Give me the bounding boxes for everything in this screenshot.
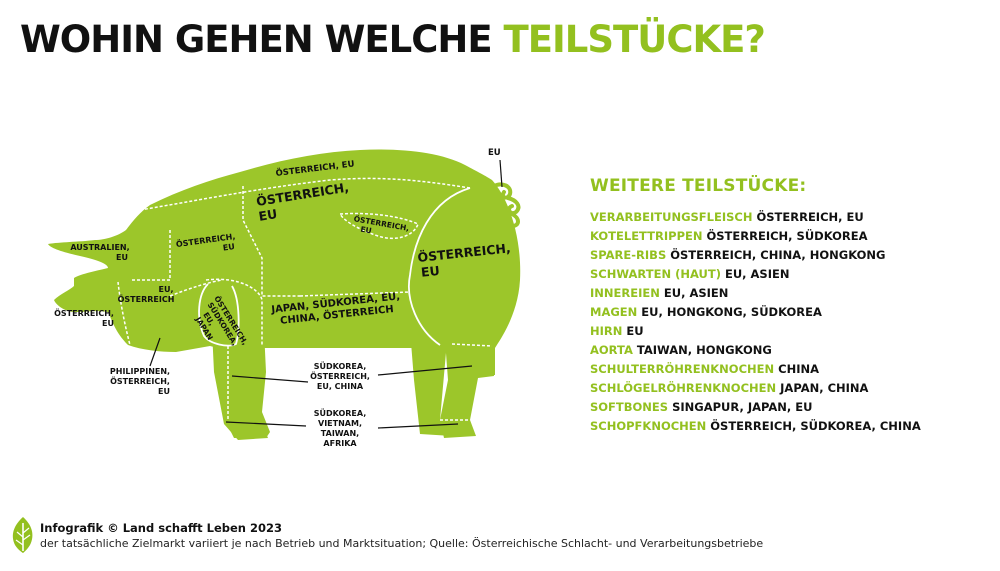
legend-item: SOFTBONES SINGAPUR, JAPAN, EU: [590, 398, 990, 417]
legend-item: KOTELETTRIPPEN ÖSTERREICH, SÜDKOREA: [590, 227, 990, 246]
legend-part: SCHWARTEN (HAUT): [590, 267, 721, 281]
legend-destination: EU, ASIEN: [663, 286, 729, 300]
legend-title: WEITERE TEILSTÜCKE:: [590, 176, 807, 196]
legend-part: MAGEN: [590, 305, 638, 319]
legend-item: SPARE-RIBS ÖSTERREICH, CHINA, HONGKONG: [590, 246, 990, 265]
label-schwanz: EU: [488, 148, 501, 158]
legend-destination: EU: [626, 324, 644, 338]
legend-item: MAGEN EU, HONGKONG, SÜDKOREA: [590, 303, 990, 322]
legend-part: SCHOPFKNOCHEN: [590, 419, 707, 433]
cut-lines-solid: [198, 187, 471, 347]
legend-part: INNEREIEN: [590, 286, 660, 300]
legend-part: SCHLÖGELRÖHRENKNOCHEN: [590, 381, 777, 395]
legend-destination: TAIWAN, HONGKONG: [636, 343, 772, 357]
label-stelze: SÜDKOREA, ÖSTERREICH, EU, CHINA: [310, 361, 370, 391]
legend-destination: SINGAPUR, JAPAN, EU: [672, 400, 813, 414]
legend-list: VERARBEITUNGSFLEISCH ÖSTERREICH, EU KOTE…: [590, 208, 990, 436]
title-main: WOHIN GEHEN WELCHE: [20, 18, 493, 61]
legend-part: SOFTBONES: [590, 400, 669, 414]
label-backe: EU, ÖSTERREICH: [118, 285, 175, 304]
label-kopf: ÖSTERREICH, EU: [54, 308, 114, 328]
legend-item: SCHULTERRÖHRENKNOCHEN CHINA: [590, 360, 990, 379]
legend-destination: ÖSTERREICH, EU: [756, 210, 864, 224]
title-accent: TEILSTÜCKE?: [503, 18, 766, 61]
legend-item: SCHWARTEN (HAUT) EU, ASIEN: [590, 265, 990, 284]
legend-item: HIRN EU: [590, 322, 990, 341]
legend-item: SCHLÖGELRÖHRENKNOCHEN JAPAN, CHINA: [590, 379, 990, 398]
label-ohr: AUSTRALIEN, EU: [70, 243, 129, 262]
legend-part: VERARBEITUNGSFLEISCH: [590, 210, 753, 224]
legend-item: INNEREIEN EU, ASIEN: [590, 284, 990, 303]
legend-destination: EU, HONGKONG, SÜDKOREA: [641, 305, 822, 319]
leader-lines: [149, 159, 503, 429]
legend-part: KOTELETTRIPPEN: [590, 229, 703, 243]
footer-note: der tatsächliche Zielmarkt variiert je n…: [40, 537, 764, 550]
pig-cuts-diagram: ÖSTERREICH, EU ÖSTERREICH,EU ÖSTERREICH,…: [48, 148, 521, 448]
legend-destination: ÖSTERREICH, CHINA, HONGKONG: [670, 248, 886, 262]
legend-part: HIRN: [590, 324, 623, 338]
legend-part: SPARE-RIBS: [590, 248, 667, 262]
legend-panel: WEITERE TEILSTÜCKE: VERARBEITUNGSFLEISCH…: [590, 176, 990, 436]
legend-destination: ÖSTERREICH, SÜDKOREA: [706, 229, 868, 243]
pig-leg-hind-near: [440, 340, 494, 438]
label-fuesse: SÜDKOREA, VIETNAM, TAIWAN, AFRIKA: [314, 408, 367, 448]
pig-tail: [492, 182, 521, 228]
legend-destination: JAPAN, CHINA: [780, 381, 869, 395]
page-title: WOHIN GEHEN WELCHE TEILSTÜCKE?: [20, 18, 766, 61]
cut-lines: [117, 177, 493, 421]
legend-destination: CHINA: [778, 362, 820, 376]
legend-part: AORTA: [590, 343, 633, 357]
legend-destination: ÖSTERREICH, SÜDKOREA, CHINA: [710, 419, 921, 433]
legend-item: SCHOPFKNOCHEN ÖSTERREICH, SÜDKOREA, CHIN…: [590, 417, 990, 436]
label-hals: PHILIPPINEN, ÖSTERREICH, EU: [110, 367, 170, 396]
legend-part: SCHULTERRÖHRENKNOCHEN: [590, 362, 775, 376]
leaf-logo-icon: [12, 517, 33, 553]
legend-destination: EU, ASIEN: [724, 267, 790, 281]
footer-credit: Infografik © Land schafft Leben 2023: [40, 521, 283, 535]
legend-item: AORTA TAIWAN, HONGKONG: [590, 341, 990, 360]
footer: Infografik © Land schafft Leben 2023 der…: [10, 515, 763, 559]
pig-leg-front-near: [228, 330, 270, 438]
legend-item: VERARBEITUNGSFLEISCH ÖSTERREICH, EU: [590, 208, 990, 227]
pig-leg-hind-far: [410, 330, 456, 436]
